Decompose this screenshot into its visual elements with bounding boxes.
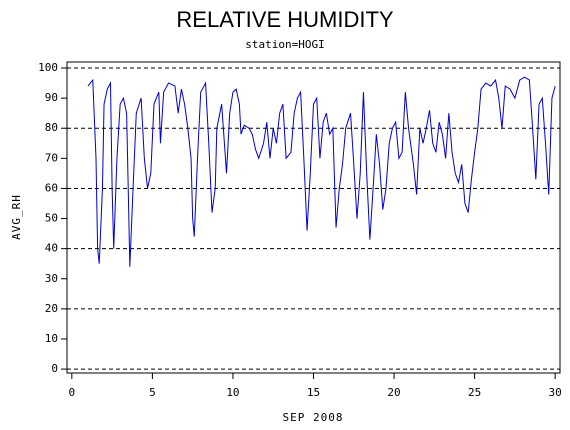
data-line: [87, 76, 556, 267]
x-tick-label: 0: [69, 386, 76, 399]
subtitle: station=HOGI: [245, 38, 324, 51]
x-tick-label: 25: [468, 386, 481, 399]
y-tick-label: 50: [45, 212, 58, 225]
x-tick-label: 15: [307, 386, 320, 399]
y-tick-label: 100: [38, 61, 58, 74]
x-tick-label: 30: [549, 386, 562, 399]
y-tick-label: 60: [45, 181, 58, 194]
x-tick-label: 10: [226, 386, 239, 399]
x-axis-label: SEP 2008: [283, 411, 344, 424]
y-tick-label: 20: [45, 302, 58, 315]
x-tick-label: 5: [149, 386, 156, 399]
chart-title: RELATIVE HUMIDITY: [176, 7, 394, 32]
y-tick-label: 30: [45, 272, 58, 285]
y-axis-label: AVG_RH: [10, 194, 23, 240]
y-tick-label: 80: [45, 121, 58, 134]
y-tick-label: 90: [45, 91, 58, 104]
y-tick-label: 10: [45, 332, 58, 345]
y-tick-label: 70: [45, 151, 58, 164]
y-tick-label: 0: [51, 362, 58, 375]
x-tick-label: 20: [387, 386, 400, 399]
y-tick-label: 40: [45, 242, 58, 255]
